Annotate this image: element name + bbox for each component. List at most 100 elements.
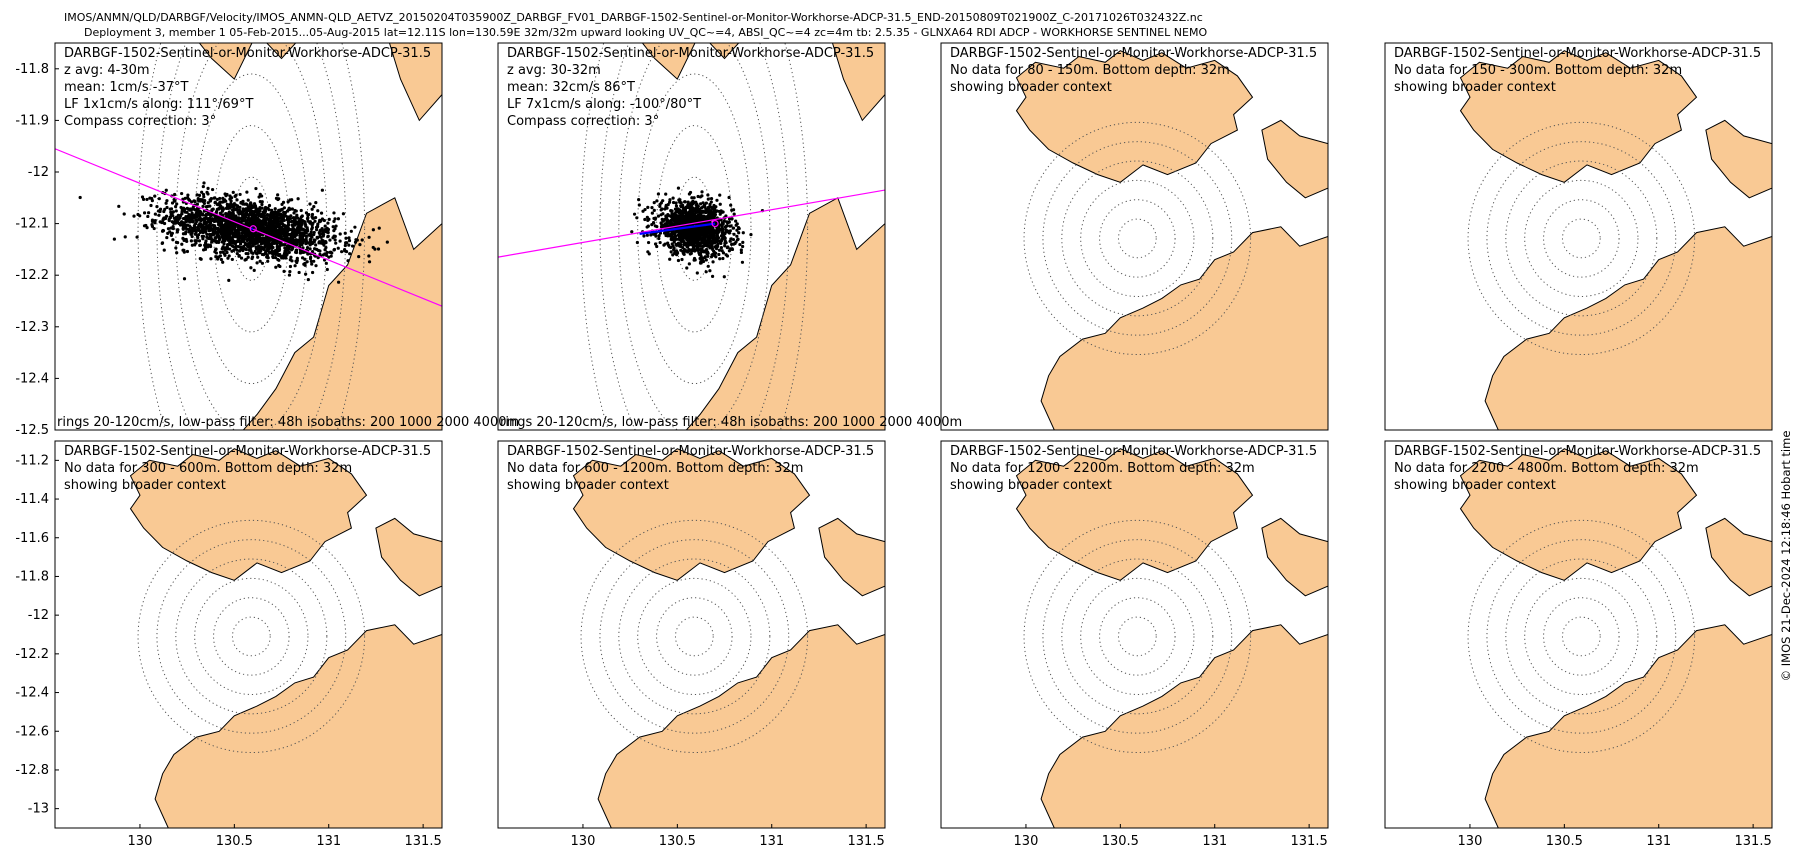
panel-annotation: Compass correction: 3° bbox=[64, 114, 216, 129]
velocity-point bbox=[291, 245, 295, 250]
velocity-point bbox=[682, 243, 686, 247]
velocity-point bbox=[338, 232, 342, 236]
velocity-point bbox=[357, 255, 361, 259]
velocity-point bbox=[223, 239, 227, 243]
velocity-point bbox=[720, 231, 724, 235]
panel-annotation: showing broader context bbox=[507, 478, 669, 493]
velocity-point bbox=[668, 214, 673, 218]
velocity-point bbox=[320, 232, 324, 236]
land-mass bbox=[375, 517, 442, 597]
velocity-point bbox=[277, 209, 281, 213]
velocity-point bbox=[169, 207, 174, 211]
velocity-point bbox=[174, 218, 179, 222]
velocity-point bbox=[289, 255, 293, 259]
velocity-point bbox=[260, 202, 264, 207]
velocity-point bbox=[209, 197, 213, 201]
velocity-point bbox=[687, 192, 692, 196]
velocity-point bbox=[193, 228, 198, 232]
velocity-point bbox=[226, 225, 230, 230]
velocity-point bbox=[346, 259, 350, 263]
velocity-point bbox=[247, 230, 251, 234]
velocity-point bbox=[180, 210, 184, 214]
velocity-point bbox=[249, 266, 253, 270]
velocity-point bbox=[275, 231, 279, 235]
velocity-point bbox=[724, 230, 729, 234]
velocity-point bbox=[260, 212, 264, 216]
velocity-point bbox=[328, 238, 332, 242]
velocity-point bbox=[181, 248, 185, 252]
velocity-point bbox=[258, 223, 262, 228]
velocity-point bbox=[727, 195, 731, 200]
velocity-point bbox=[193, 222, 197, 226]
velocity-point bbox=[700, 247, 704, 251]
velocity-point bbox=[645, 233, 649, 237]
velocity-point bbox=[689, 243, 693, 247]
panel-footer: rings 20-120cm/s, low-pass filter: 48h i… bbox=[57, 415, 519, 430]
velocity-point bbox=[325, 226, 329, 230]
velocity-point bbox=[720, 221, 724, 225]
velocity-point bbox=[222, 242, 226, 246]
velocity-point bbox=[230, 257, 234, 262]
velocity-point bbox=[210, 218, 214, 223]
velocity-point bbox=[191, 220, 195, 224]
velocity-point bbox=[705, 242, 710, 246]
velocity-point bbox=[303, 257, 307, 261]
velocity-point bbox=[675, 253, 679, 257]
panel-annotation: showing broader context bbox=[1394, 80, 1556, 95]
velocity-point bbox=[656, 214, 661, 218]
velocity-point bbox=[312, 205, 316, 209]
velocity-point bbox=[225, 250, 229, 255]
velocity-point bbox=[208, 204, 212, 208]
velocity-point bbox=[237, 253, 241, 258]
velocity-point bbox=[668, 198, 672, 202]
velocity-point bbox=[251, 243, 255, 247]
velocity-point bbox=[302, 250, 306, 254]
velocity-point bbox=[322, 218, 326, 223]
land-mass bbox=[1484, 226, 1772, 430]
speed-ring bbox=[1524, 577, 1639, 695]
speed-ring bbox=[1061, 160, 1214, 317]
velocity-point bbox=[646, 240, 651, 245]
velocity-point bbox=[731, 208, 736, 212]
speed-ring bbox=[231, 616, 271, 657]
velocity-point bbox=[238, 205, 242, 209]
velocity-point bbox=[227, 278, 231, 282]
velocity-point bbox=[317, 240, 321, 244]
panel-annotation: showing broader context bbox=[64, 478, 226, 493]
velocity-point bbox=[646, 205, 650, 210]
velocity-point bbox=[206, 186, 210, 190]
velocity-point bbox=[310, 207, 314, 211]
velocity-point bbox=[308, 257, 313, 261]
velocity-point bbox=[732, 232, 736, 236]
velocity-point bbox=[294, 209, 298, 213]
velocity-point bbox=[288, 264, 293, 269]
velocity-point bbox=[252, 222, 256, 226]
velocity-point bbox=[257, 213, 261, 217]
velocity-point bbox=[248, 247, 253, 251]
velocity-point bbox=[701, 217, 706, 222]
velocity-point bbox=[250, 255, 255, 259]
velocity-point bbox=[661, 224, 666, 228]
velocity-point bbox=[229, 199, 233, 203]
axes-frame bbox=[497, 440, 886, 829]
velocity-point bbox=[267, 251, 272, 255]
velocity-point bbox=[258, 200, 262, 204]
velocity-point bbox=[331, 225, 335, 229]
velocity-point bbox=[210, 187, 215, 192]
velocity-point bbox=[310, 262, 314, 266]
velocity-point bbox=[673, 234, 677, 238]
velocity-point bbox=[295, 258, 299, 263]
x-tick-label: 130 bbox=[128, 834, 153, 849]
x-tick-label: 130 bbox=[1014, 834, 1039, 849]
velocity-point bbox=[255, 208, 259, 212]
velocity-point bbox=[692, 196, 696, 200]
velocity-point bbox=[283, 246, 287, 250]
velocity-point bbox=[240, 212, 244, 216]
velocity-point bbox=[671, 196, 675, 200]
velocity-point bbox=[310, 212, 315, 217]
velocity-point bbox=[692, 247, 696, 252]
velocity-point bbox=[280, 226, 284, 230]
velocity-point bbox=[314, 243, 318, 247]
velocity-point bbox=[253, 214, 258, 218]
speed-ring bbox=[1543, 597, 1620, 676]
